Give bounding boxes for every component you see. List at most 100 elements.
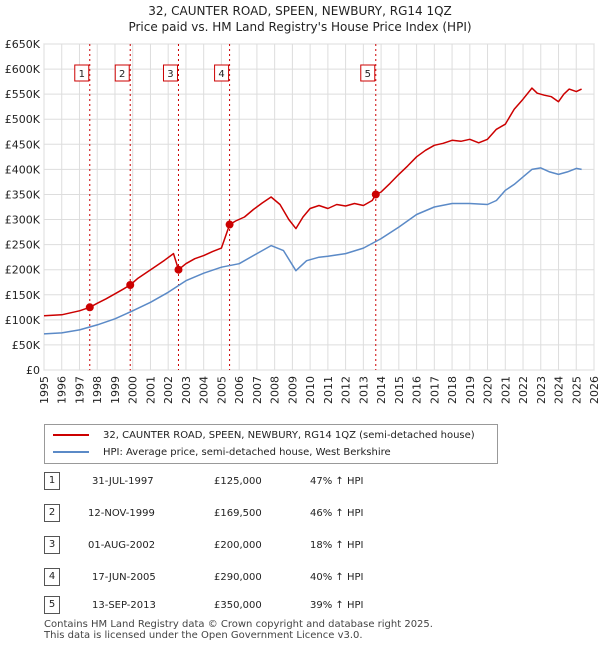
x-tick-label: 2000 bbox=[127, 376, 140, 404]
sale-marker bbox=[371, 190, 380, 199]
y-tick-label: £250K bbox=[5, 239, 41, 252]
sale-price: £350,000 bbox=[214, 600, 262, 611]
x-tick-label: 1999 bbox=[109, 376, 122, 404]
y-tick-label: £450K bbox=[5, 138, 41, 151]
sale-label-number: 1 bbox=[79, 69, 85, 80]
sale-number: 4 bbox=[44, 568, 60, 586]
sale-label-number: 5 bbox=[365, 69, 371, 80]
x-tick-label: 2007 bbox=[251, 376, 264, 404]
plot-area bbox=[43, 43, 595, 371]
chart-subtitle: Price paid vs. HM Land Registry's House … bbox=[128, 20, 472, 34]
x-tick-label: 2023 bbox=[535, 376, 548, 404]
x-tick-label: 2011 bbox=[322, 376, 335, 404]
x-tick-label: 2013 bbox=[357, 376, 370, 404]
x-tick-label: 1996 bbox=[56, 376, 69, 404]
sale-hpi: 40% ↑ HPI bbox=[310, 572, 364, 583]
x-tick-label: 1997 bbox=[73, 376, 86, 404]
legend: 32, CAUNTER ROAD, SPEEN, NEWBURY, RG14 1… bbox=[44, 424, 498, 464]
sale-marker bbox=[174, 265, 183, 274]
sale-label-box bbox=[360, 64, 376, 82]
x-tick-label: 1998 bbox=[91, 376, 104, 404]
sale-date: 13-SEP-2013 bbox=[92, 600, 156, 611]
x-tick-label: 2008 bbox=[269, 376, 282, 404]
footer: Contains HM Land Registry data © Crown c… bbox=[44, 619, 433, 641]
x-tick-label: 2010 bbox=[304, 376, 317, 404]
chart-title: 32, CAUNTER ROAD, SPEEN, NEWBURY, RG14 1… bbox=[148, 4, 452, 18]
y-tick-label: £0 bbox=[26, 364, 40, 377]
sale-date: 31-JUL-1997 bbox=[92, 476, 154, 487]
sale-label-number: 2 bbox=[119, 69, 125, 80]
sale-date: 17-JUN-2005 bbox=[92, 572, 156, 583]
sale-date: 12-NOV-1999 bbox=[88, 508, 155, 519]
y-tick-label: £550K bbox=[5, 88, 41, 101]
sale-label-number: 4 bbox=[218, 69, 224, 80]
legend-item-hpi: HPI: Average price, semi-detached house,… bbox=[53, 445, 391, 461]
x-tick-label: 2001 bbox=[144, 376, 157, 404]
sale-row: 3 01-AUG-2002 £200,000 18% ↑ HPI bbox=[0, 536, 600, 556]
x-tick-label: 2003 bbox=[180, 376, 193, 404]
x-tick-label: 2025 bbox=[570, 376, 583, 404]
sale-number: 5 bbox=[44, 596, 60, 614]
x-tick-label: 2015 bbox=[393, 376, 406, 404]
y-tick-label: £600K bbox=[5, 63, 41, 76]
sale-marker bbox=[225, 220, 234, 229]
y-tick-label: £50K bbox=[12, 339, 41, 352]
sale-label-box bbox=[162, 64, 178, 82]
x-tick-label: 2009 bbox=[286, 376, 299, 404]
sale-label-box bbox=[214, 64, 230, 82]
sale-hpi: 39% ↑ HPI bbox=[310, 600, 364, 611]
y-tick-label: £500K bbox=[5, 113, 41, 126]
x-tick-label: 2016 bbox=[411, 376, 424, 404]
x-tick-label: 2019 bbox=[464, 376, 477, 404]
sale-label-number: 3 bbox=[167, 69, 173, 80]
x-tick-label: 2002 bbox=[162, 376, 175, 404]
legend-label-property: 32, CAUNTER ROAD, SPEEN, NEWBURY, RG14 1… bbox=[103, 430, 475, 441]
legend-swatch-property bbox=[53, 434, 89, 436]
sale-hpi: 18% ↑ HPI bbox=[310, 540, 364, 551]
property-price-line bbox=[43, 87, 582, 317]
sale-price: £200,000 bbox=[214, 540, 262, 551]
sale-hpi: 47% ↑ HPI bbox=[310, 476, 364, 487]
sale-price: £290,000 bbox=[214, 572, 262, 583]
legend-item-property: 32, CAUNTER ROAD, SPEEN, NEWBURY, RG14 1… bbox=[53, 428, 475, 444]
sale-marker bbox=[85, 303, 94, 312]
legend-label-hpi: HPI: Average price, semi-detached house,… bbox=[103, 447, 391, 458]
sale-label-box bbox=[114, 64, 130, 82]
y-tick-label: £400K bbox=[5, 163, 41, 176]
sale-row: 2 12-NOV-1999 £169,500 46% ↑ HPI bbox=[0, 504, 600, 524]
x-tick-label: 2022 bbox=[517, 376, 530, 404]
x-tick-label: 1995 bbox=[38, 376, 51, 404]
x-tick-label: 2021 bbox=[499, 376, 512, 404]
x-tick-label: 2012 bbox=[340, 376, 353, 404]
x-tick-label: 2005 bbox=[215, 376, 228, 404]
x-tick-label: 2024 bbox=[553, 376, 566, 404]
x-tick-label: 2017 bbox=[428, 376, 441, 404]
y-tick-label: £650K bbox=[5, 38, 41, 51]
x-tick-label: 2006 bbox=[233, 376, 246, 404]
sale-number: 3 bbox=[44, 536, 60, 554]
sale-number: 1 bbox=[44, 472, 60, 490]
y-tick-label: £300K bbox=[5, 214, 41, 227]
y-tick-label: £150K bbox=[5, 289, 41, 302]
sale-price: £125,000 bbox=[214, 476, 262, 487]
sale-row: 1 31-JUL-1997 £125,000 47% ↑ HPI bbox=[0, 472, 600, 492]
y-tick-label: £350K bbox=[5, 188, 41, 201]
legend-swatch-hpi bbox=[53, 451, 89, 453]
price-chart: £0 £50K £100K £150K £200K £250K £300K £350K £400… bbox=[5, 38, 600, 404]
footer-copyright: Contains HM Land Registry data © Crown c… bbox=[44, 619, 433, 630]
x-tick-label: 2004 bbox=[198, 376, 211, 404]
x-tick-label: 2026 bbox=[588, 376, 600, 404]
sale-marker bbox=[126, 280, 135, 289]
x-tick-label: 2020 bbox=[482, 376, 495, 404]
x-tick-label: 2014 bbox=[375, 376, 388, 404]
sale-label-box bbox=[74, 64, 90, 82]
sale-hpi: 46% ↑ HPI bbox=[310, 508, 364, 519]
sale-number: 2 bbox=[44, 504, 60, 522]
hpi-line bbox=[43, 167, 582, 335]
footer-licence: This data is licensed under the Open Gov… bbox=[44, 630, 363, 641]
sale-row: 4 17-JUN-2005 £290,000 40% ↑ HPI bbox=[0, 568, 600, 588]
sale-date: 01-AUG-2002 bbox=[88, 540, 156, 551]
x-tick-label: 2018 bbox=[446, 376, 459, 404]
y-tick-label: £100K bbox=[5, 314, 41, 327]
sale-row: 5 13-SEP-2013 £350,000 39% ↑ HPI bbox=[0, 596, 600, 616]
